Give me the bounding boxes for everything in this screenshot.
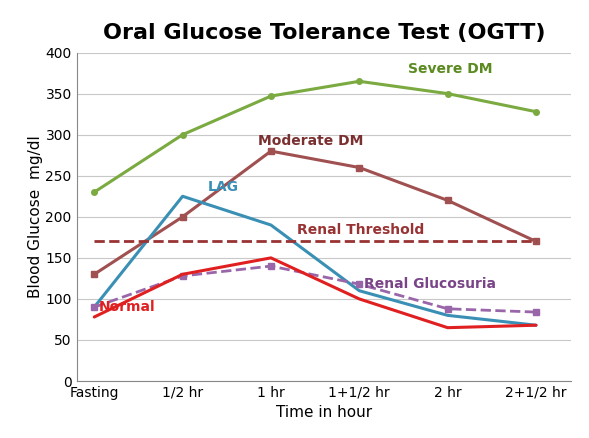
X-axis label: Time in hour: Time in hour: [276, 406, 372, 420]
Text: Renal Threshold: Renal Threshold: [297, 223, 425, 237]
Text: Renal Glucosuria: Renal Glucosuria: [363, 277, 496, 291]
Text: Moderate DM: Moderate DM: [258, 134, 363, 148]
Text: LAG: LAG: [207, 180, 239, 194]
Text: Normal: Normal: [99, 300, 155, 314]
Y-axis label: Blood Glucose  mg/dl: Blood Glucose mg/dl: [28, 135, 42, 298]
Text: Severe DM: Severe DM: [408, 62, 492, 76]
Title: Oral Glucose Tolerance Test (OGTT): Oral Glucose Tolerance Test (OGTT): [102, 23, 545, 42]
